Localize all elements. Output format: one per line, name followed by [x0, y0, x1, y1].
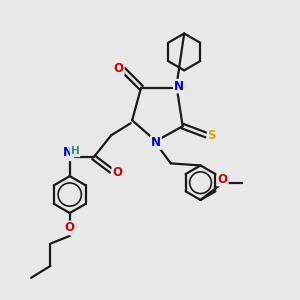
Text: O: O [65, 221, 75, 234]
Text: N: N [174, 80, 184, 93]
Text: H: H [71, 146, 80, 157]
Text: N: N [151, 136, 161, 149]
Text: O: O [114, 62, 124, 75]
Text: N: N [63, 146, 73, 159]
Text: S: S [208, 129, 216, 142]
Text: O: O [218, 172, 228, 186]
Text: O: O [112, 166, 122, 179]
